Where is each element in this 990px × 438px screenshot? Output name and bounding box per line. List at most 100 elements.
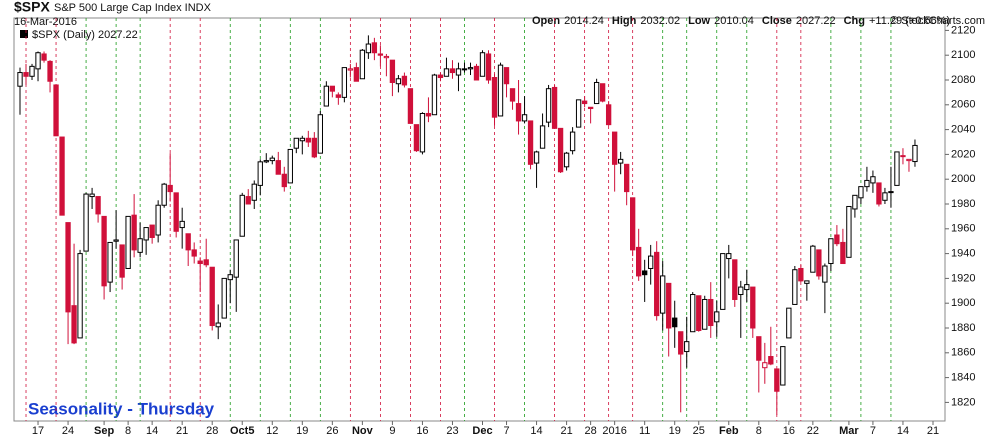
candle-body — [804, 280, 810, 284]
candle-body — [275, 160, 281, 175]
x-tick-label: 24 — [62, 425, 74, 437]
plot-frame — [13, 17, 946, 422]
x-tick-label: 25 — [693, 425, 705, 437]
candle-body — [527, 120, 534, 165]
x-tick-label: 28 — [206, 425, 218, 437]
candle-body — [197, 260, 203, 265]
candle-body — [840, 241, 846, 265]
candle-body — [912, 144, 918, 163]
candle-body — [894, 151, 900, 186]
credit: © StockCharts.com — [890, 15, 985, 27]
y-tick-label: 2120 — [951, 24, 975, 36]
y-tick-label: 1840 — [951, 372, 975, 384]
candle-body — [888, 191, 894, 194]
candle-body — [497, 64, 504, 117]
candle-body — [479, 52, 486, 77]
candle-body — [467, 67, 474, 70]
candle-body — [41, 53, 47, 61]
x-tick-label: 16 — [416, 425, 428, 437]
symbol-name: S&P 500 Large Cap Index INDX — [54, 2, 212, 14]
candle-body — [732, 259, 738, 300]
y-tick-label: 2080 — [951, 74, 975, 86]
candle-body — [581, 100, 588, 105]
candle-body — [708, 298, 714, 327]
candle-body — [593, 81, 600, 105]
x-tick-label: 22 — [807, 425, 819, 437]
y-tick-label: 1860 — [951, 347, 975, 359]
candle-body — [714, 311, 720, 323]
candle-body — [726, 253, 732, 260]
x-tick-label: 14 — [146, 425, 158, 437]
candle-body — [648, 255, 654, 269]
candle-body — [870, 176, 876, 184]
candle-body — [455, 68, 462, 76]
candle-body — [89, 193, 95, 198]
candle-body — [293, 137, 299, 149]
candle-body — [191, 249, 197, 257]
candle-body — [485, 53, 492, 81]
x-tick-label: 8 — [125, 425, 131, 437]
candle-body — [696, 295, 702, 331]
candle-body — [65, 222, 71, 313]
candle-body — [341, 67, 348, 98]
y-tick-label: 2040 — [951, 124, 975, 136]
candle-body — [359, 49, 366, 80]
candle-body — [509, 88, 516, 102]
candle-body — [131, 214, 137, 251]
candle-body — [551, 86, 558, 129]
x-tick-label: 21 — [927, 425, 939, 437]
candle-body — [59, 136, 65, 216]
quote-value: 2032.02 — [640, 15, 680, 27]
x-tick-label: 19 — [669, 425, 681, 437]
x-tick-label: 19 — [296, 425, 308, 437]
legend-swatch — [20, 30, 28, 38]
candle-body — [521, 114, 528, 122]
candle-body — [443, 68, 450, 77]
y-tick-label: 2000 — [951, 173, 975, 185]
candle-body — [167, 184, 173, 193]
candle-body — [617, 158, 624, 164]
quote-label: Low — [688, 15, 710, 27]
candle-body — [377, 53, 384, 56]
candle-body — [185, 233, 191, 251]
candle-body — [353, 67, 360, 82]
quote-value: 2010.04 — [714, 15, 754, 27]
x-tick-label: Dec — [472, 425, 492, 437]
candle-body — [702, 298, 708, 330]
candle-body — [563, 152, 570, 168]
candle-body — [395, 78, 402, 85]
x-tick-label: 7 — [503, 425, 509, 437]
candle-body — [569, 131, 576, 152]
candle-body — [587, 106, 594, 110]
candle-body — [798, 267, 804, 282]
candle-body — [173, 192, 179, 232]
candle-body — [119, 244, 125, 278]
x-tick-label: 8 — [756, 425, 762, 437]
candle-body — [744, 284, 750, 291]
y-tick-label: 2100 — [951, 49, 975, 61]
legend: $SPX (Daily) 2027.22 — [32, 29, 138, 41]
candle-body — [227, 274, 233, 281]
x-tick-label: 11 — [639, 425, 650, 437]
candle-body — [311, 137, 317, 158]
quote-value: 2014.24 — [564, 15, 604, 27]
candle-body — [389, 59, 396, 83]
candle-body — [143, 227, 149, 241]
candle-body — [636, 246, 642, 277]
date: 16-Mar-2016 — [14, 16, 77, 28]
candle-body — [23, 72, 29, 77]
quote-label: Open — [532, 15, 560, 27]
y-tick-label: 1940 — [951, 248, 975, 260]
y-tick-label: 2060 — [951, 99, 975, 111]
candle-body — [642, 270, 648, 276]
candle-body — [179, 220, 185, 229]
candle-body — [557, 127, 564, 173]
candle-body — [335, 94, 342, 98]
candle-body — [623, 163, 630, 193]
candle-body — [419, 112, 426, 153]
candle-body — [239, 194, 245, 237]
candle-body — [77, 253, 83, 339]
candle-body — [792, 269, 798, 305]
candle-body — [858, 186, 864, 199]
candle-body — [407, 88, 414, 124]
